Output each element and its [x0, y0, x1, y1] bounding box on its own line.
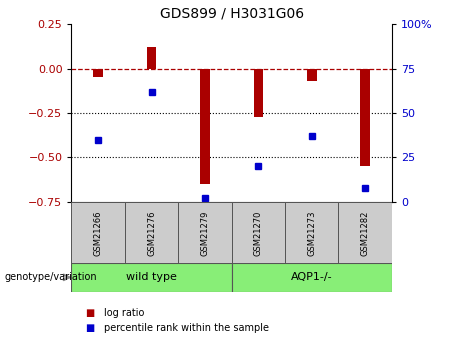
- FancyBboxPatch shape: [71, 202, 125, 264]
- FancyBboxPatch shape: [125, 202, 178, 264]
- Text: GSM21273: GSM21273: [307, 210, 316, 256]
- Bar: [200, 69, 210, 184]
- Bar: [147, 47, 156, 69]
- Text: GSM21266: GSM21266: [94, 210, 103, 256]
- Text: GSM21270: GSM21270: [254, 210, 263, 256]
- Text: percentile rank within the sample: percentile rank within the sample: [104, 324, 269, 333]
- Text: ■: ■: [85, 308, 95, 318]
- FancyBboxPatch shape: [338, 202, 392, 264]
- FancyBboxPatch shape: [71, 263, 231, 292]
- Text: log ratio: log ratio: [104, 308, 144, 318]
- Text: genotype/variation: genotype/variation: [5, 273, 97, 282]
- Bar: [93, 69, 103, 78]
- Text: wild type: wild type: [126, 273, 177, 282]
- Bar: [254, 69, 263, 117]
- Text: GSM21279: GSM21279: [201, 210, 209, 256]
- Bar: [307, 69, 317, 81]
- Text: GSM21282: GSM21282: [361, 210, 370, 256]
- Text: AQP1-/-: AQP1-/-: [291, 273, 332, 282]
- Title: GDS899 / H3031G06: GDS899 / H3031G06: [160, 6, 304, 20]
- FancyBboxPatch shape: [231, 263, 392, 292]
- Text: GSM21276: GSM21276: [147, 210, 156, 256]
- Bar: [361, 69, 370, 166]
- FancyBboxPatch shape: [285, 202, 338, 264]
- FancyBboxPatch shape: [231, 202, 285, 264]
- FancyBboxPatch shape: [178, 202, 231, 264]
- Text: ■: ■: [85, 324, 95, 333]
